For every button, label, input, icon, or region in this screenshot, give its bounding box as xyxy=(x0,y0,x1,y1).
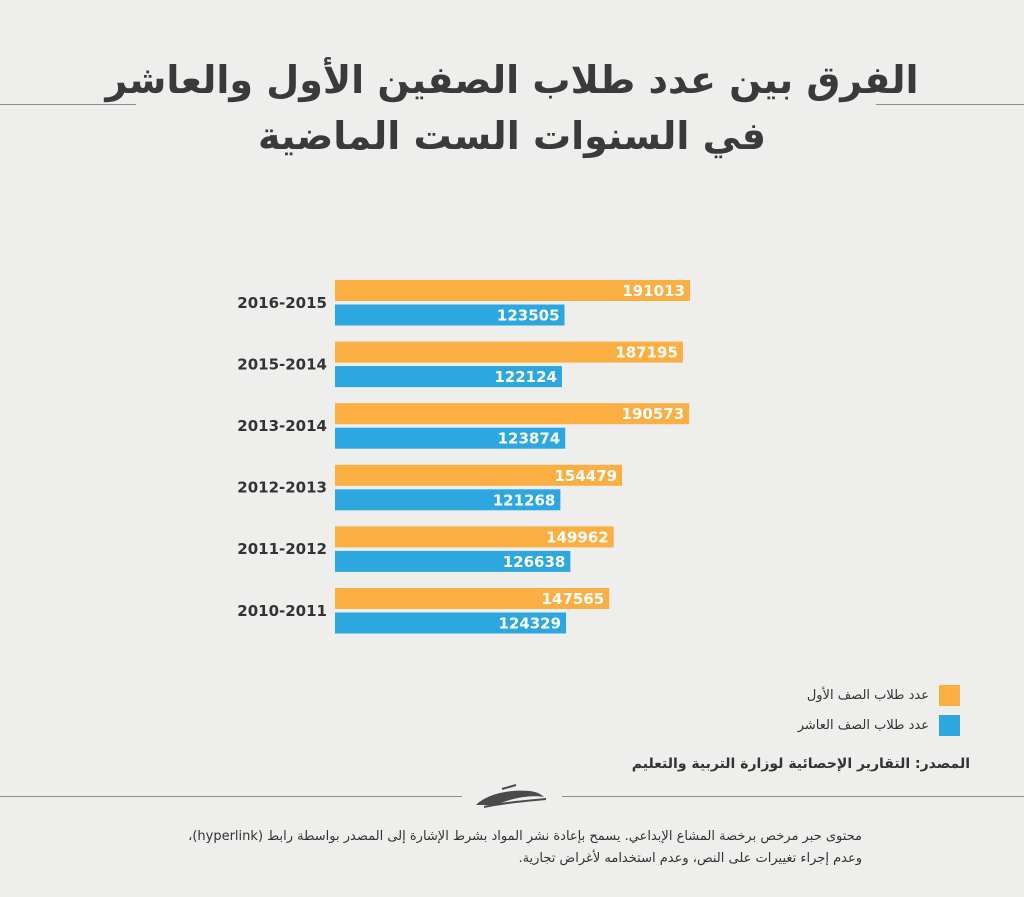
bar-tenth-grade xyxy=(335,550,571,572)
data-label: 123505 xyxy=(497,307,560,325)
bar-first-grade xyxy=(335,403,690,425)
data-label: 121268 xyxy=(493,491,556,509)
chart-title: الفرق بين عدد طلاب الصفين الأول والعاشر … xyxy=(0,52,1024,164)
data-label: 149962 xyxy=(546,528,609,546)
bar-chart: 2016-2015 191013 123505 2015-2014 187195 1221… xyxy=(237,280,690,634)
logo-icon xyxy=(476,784,547,808)
bar-first-grade xyxy=(335,588,610,609)
bar-tenth-grade xyxy=(335,612,567,634)
data-label: 191013 xyxy=(622,282,685,300)
category-label: 2012-2013 xyxy=(237,479,327,497)
bar-tenth-grade xyxy=(335,304,565,326)
title-line-2: في السنوات الست الماضية xyxy=(257,114,767,158)
category-label: 2016-2015 xyxy=(237,294,327,312)
title-rule-left xyxy=(0,104,136,105)
bar-first-grade xyxy=(335,341,683,363)
bar-first-grade xyxy=(335,280,690,301)
data-label: 122124 xyxy=(494,368,557,386)
license-footer: محتوى حبر مرخص برخصة المشاع الإبداعي. يس… xyxy=(142,826,862,870)
license-line-2: وعدم إجراء تغييرات على النص، وعدم استخدا… xyxy=(518,851,862,866)
data-label: 124329 xyxy=(498,615,561,633)
data-label: 126638 xyxy=(503,553,566,571)
title-line-1: الفرق بين عدد طلاب الصفين الأول والعاشر xyxy=(105,58,919,102)
data-label: 123874 xyxy=(498,430,561,448)
legend-label-first-grade: عدد طلاب الصف الأول xyxy=(806,688,929,703)
category-label: 2010-2011 xyxy=(237,602,327,620)
footer-rule-right xyxy=(562,796,1024,797)
bar-tenth-grade xyxy=(335,427,566,449)
legend-item-first-grade: عدد طلاب الصف الأول xyxy=(807,685,960,706)
data-label: 147565 xyxy=(542,590,605,608)
license-line-1: محتوى حبر مرخص برخصة المشاع الإبداعي. يس… xyxy=(188,829,862,844)
data-label: 190573 xyxy=(622,405,685,423)
category-label: 2011-2012 xyxy=(237,540,327,558)
bar-first-grade xyxy=(335,464,623,486)
bar-tenth-grade xyxy=(335,366,562,388)
title-rule-right xyxy=(876,104,1024,105)
bar-first-grade xyxy=(335,526,614,548)
data-label: 154479 xyxy=(554,467,617,485)
footer-rule-left xyxy=(0,796,462,797)
legend-swatch-first-grade xyxy=(939,685,960,706)
legend-swatch-tenth-grade xyxy=(939,715,960,736)
category-label: 2015-2014 xyxy=(237,355,327,373)
category-label: 2013-2014 xyxy=(237,417,327,435)
data-label: 187195 xyxy=(615,344,678,362)
bar-tenth-grade xyxy=(335,489,561,511)
source-note: المصدر: التقارير الإحصائية لوزارة التربي… xyxy=(631,756,970,772)
legend-label-tenth-grade: عدد طلاب الصف العاشر xyxy=(797,718,929,733)
legend-item-tenth-grade: عدد طلاب الصف العاشر xyxy=(798,715,960,736)
